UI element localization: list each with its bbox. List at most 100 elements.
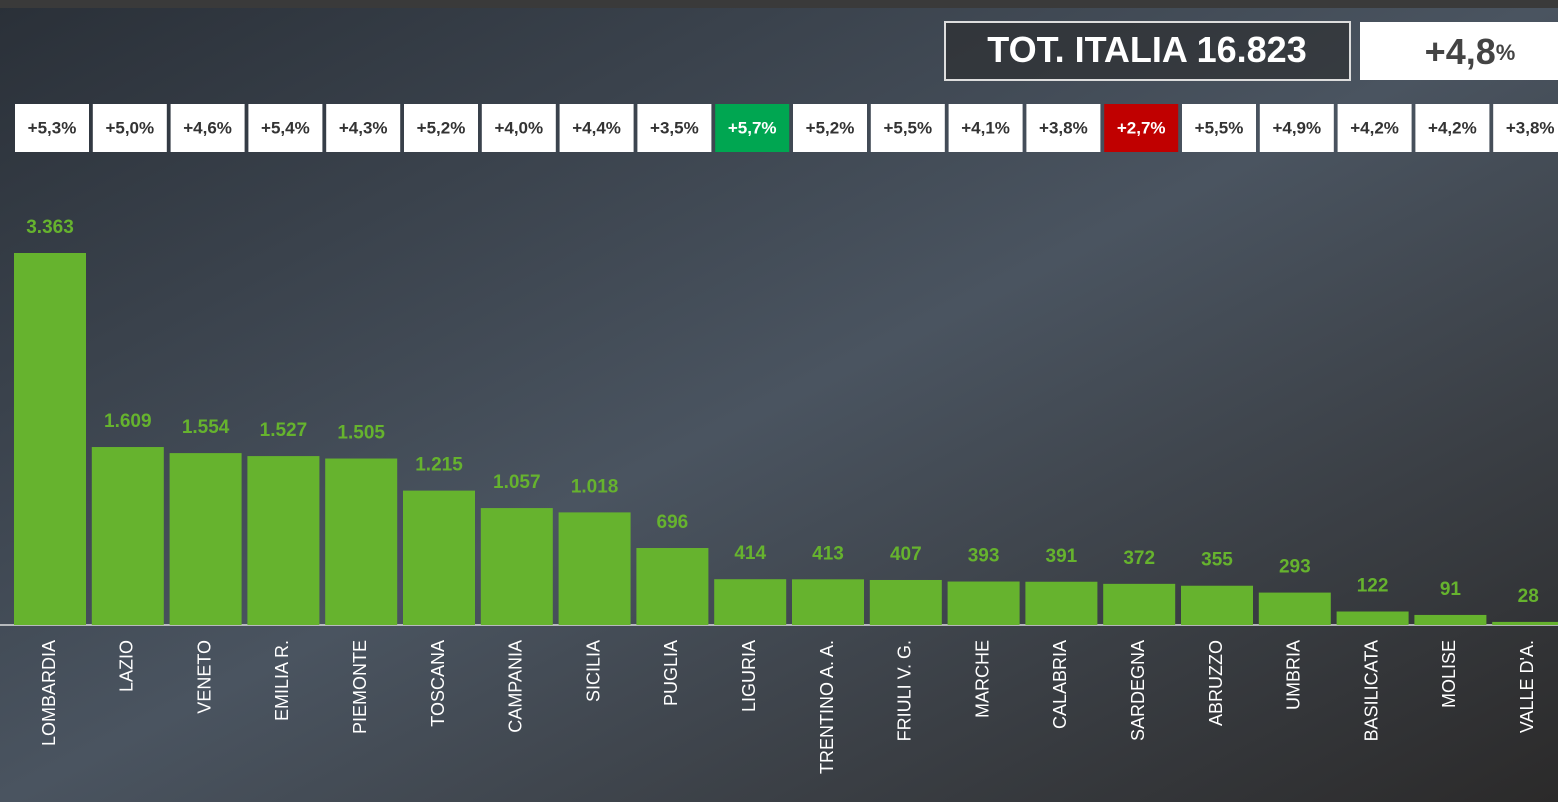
change-label: +4,3% bbox=[339, 118, 388, 137]
change-box bbox=[1259, 104, 1334, 152]
change-box bbox=[92, 104, 167, 152]
value-label: 696 bbox=[657, 512, 689, 533]
total-change-unit: % bbox=[1496, 40, 1516, 65]
change-box bbox=[715, 104, 790, 152]
bar bbox=[14, 253, 86, 625]
bar bbox=[1103, 583, 1176, 625]
x-tick-label: UMBRIA bbox=[1284, 640, 1304, 710]
change-label: +5,0% bbox=[105, 118, 154, 137]
x-tick-label: PIEMONTE bbox=[350, 640, 370, 734]
x-tick-label: LAZIO bbox=[117, 640, 137, 692]
bar bbox=[714, 579, 787, 625]
value-label: 407 bbox=[890, 544, 922, 565]
change-label: +4,2% bbox=[1428, 118, 1477, 137]
x-tick-label: VALLE D'A. bbox=[1517, 640, 1537, 733]
total-value: 16.823 bbox=[1197, 29, 1307, 70]
value-label: 1.554 bbox=[182, 417, 230, 438]
x-tick-label: TRENTINO A. A. bbox=[817, 640, 837, 774]
bar bbox=[1258, 592, 1331, 625]
bar bbox=[247, 456, 320, 625]
top-strip bbox=[0, 0, 1558, 8]
total-change: +4,8% bbox=[1425, 31, 1516, 72]
bar bbox=[403, 490, 475, 625]
value-label: 391 bbox=[1046, 546, 1078, 567]
change-label: +5,5% bbox=[883, 118, 932, 137]
bar bbox=[480, 508, 553, 625]
value-label: 122 bbox=[1357, 576, 1389, 597]
value-label: 28 bbox=[1518, 586, 1539, 607]
value-label: 1.609 bbox=[104, 411, 152, 432]
change-label: +5,7% bbox=[728, 118, 777, 137]
value-label: 414 bbox=[734, 543, 766, 564]
change-label: +5,2% bbox=[806, 118, 855, 137]
change-box bbox=[326, 104, 401, 152]
bar bbox=[1025, 581, 1098, 625]
change-label: +4,4% bbox=[572, 118, 621, 137]
change-label: +2,7% bbox=[1117, 118, 1166, 137]
change-label: +4,9% bbox=[1272, 118, 1321, 137]
change-label: +4,1% bbox=[961, 118, 1010, 137]
bar bbox=[792, 579, 864, 625]
change-box bbox=[248, 104, 323, 152]
change-box bbox=[1415, 104, 1490, 152]
x-tick-label: TOSCANA bbox=[428, 640, 448, 727]
x-tick-label: FRIULI V. G. bbox=[895, 640, 915, 741]
change-label: +5,2% bbox=[417, 118, 466, 137]
change-label: +4,2% bbox=[1350, 118, 1399, 137]
value-label: 1.505 bbox=[337, 423, 385, 444]
value-label: 293 bbox=[1279, 557, 1311, 578]
value-label: 355 bbox=[1201, 550, 1233, 571]
value-label: 372 bbox=[1123, 548, 1155, 569]
bar bbox=[169, 453, 242, 625]
change-box bbox=[559, 104, 634, 152]
change-box bbox=[1493, 104, 1558, 152]
bar bbox=[1492, 621, 1558, 625]
change-box bbox=[1104, 104, 1179, 152]
change-box bbox=[1182, 104, 1256, 152]
x-tick-label: SICILIA bbox=[583, 640, 603, 702]
change-label: +5,5% bbox=[1195, 118, 1244, 137]
value-label: 3.363 bbox=[26, 217, 74, 238]
change-label: +5,4% bbox=[261, 118, 310, 137]
value-label: 1.527 bbox=[260, 420, 308, 441]
value-label: 393 bbox=[968, 546, 1000, 567]
total-label: TOT. ITALIA 16.823 bbox=[987, 29, 1306, 70]
x-tick-label: PUGLIA bbox=[661, 640, 681, 706]
change-box bbox=[15, 104, 89, 152]
change-label: +3,5% bbox=[650, 118, 699, 137]
change-box bbox=[404, 104, 478, 152]
x-tick-label: VENETO bbox=[194, 640, 214, 714]
bar bbox=[1336, 611, 1409, 625]
change-box bbox=[481, 104, 556, 152]
change-box bbox=[948, 104, 1023, 152]
change-box bbox=[637, 104, 712, 152]
x-tick-label: BASILICATA bbox=[1361, 640, 1381, 741]
change-box bbox=[793, 104, 867, 152]
change-box bbox=[870, 104, 945, 152]
bar bbox=[91, 447, 164, 625]
bar bbox=[1414, 614, 1487, 625]
x-tick-label: EMILIA R. bbox=[272, 640, 292, 721]
value-label: 1.057 bbox=[493, 472, 541, 493]
value-label: 413 bbox=[812, 543, 844, 564]
x-tick-label: LIGURIA bbox=[739, 640, 759, 712]
x-tick-label: MARCHE bbox=[972, 640, 992, 718]
bar bbox=[869, 579, 942, 625]
change-box bbox=[1026, 104, 1101, 152]
total-box bbox=[944, 21, 1351, 81]
change-label: +3,8% bbox=[1506, 118, 1555, 137]
x-tick-label: SARDEGNA bbox=[1128, 640, 1148, 741]
change-label: +3,8% bbox=[1039, 118, 1088, 137]
total-title: TOT. ITALIA bbox=[987, 29, 1188, 70]
x-tick-label: ABRUZZO bbox=[1206, 640, 1226, 726]
change-label: +5,3% bbox=[28, 118, 77, 137]
bar bbox=[325, 458, 398, 625]
value-label: 1.018 bbox=[571, 476, 619, 497]
value-label: 91 bbox=[1440, 579, 1462, 600]
x-tick-label: LOMBARDIA bbox=[39, 640, 59, 746]
bar bbox=[947, 581, 1020, 625]
bar bbox=[1181, 585, 1253, 625]
x-tick-label: MOLISE bbox=[1439, 640, 1459, 708]
